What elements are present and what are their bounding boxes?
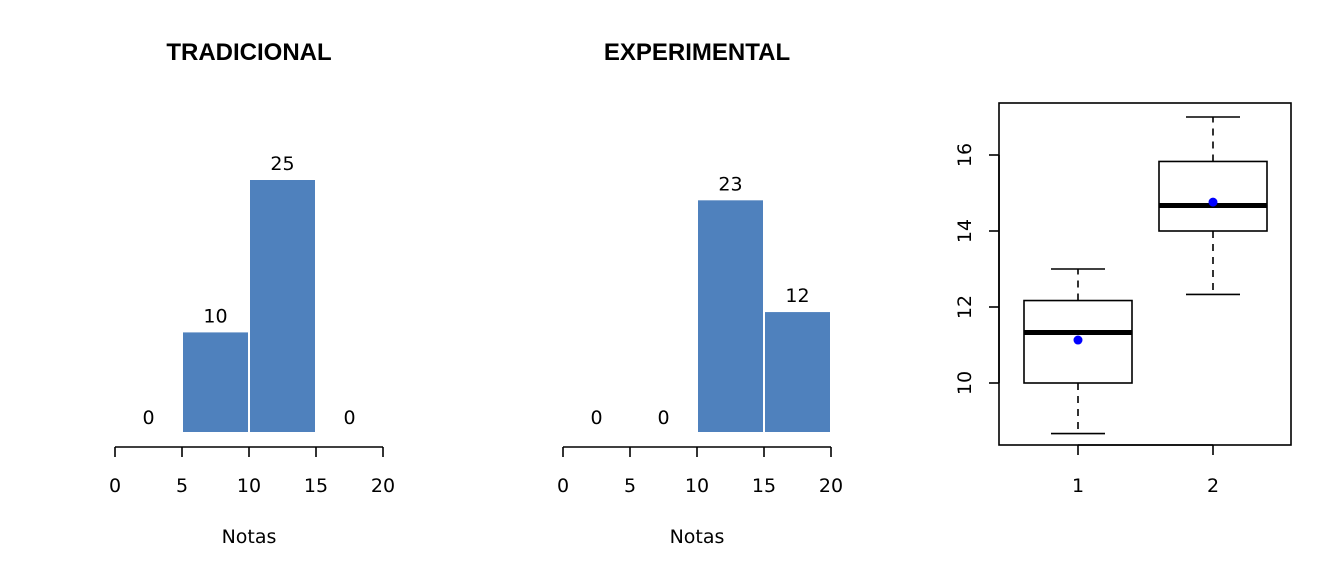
data-label: 0 (590, 407, 602, 429)
y-tick-label: 10 (954, 371, 976, 395)
x-tick-label: 20 (371, 475, 395, 497)
x-tick-label: 15 (304, 475, 328, 497)
data-label: 0 (657, 407, 669, 429)
chart-title: EXPERIMENTAL (604, 39, 790, 66)
y-axis: 10 12 14 16 (954, 143, 1000, 395)
data-label: 10 (203, 305, 227, 327)
data-label: 25 (270, 153, 294, 175)
histogram-experimental: EXPERIMENTAL 0 0 23 12 0 5 10 15 20 Notas (557, 39, 843, 548)
plot-frame (998, 102, 1292, 446)
x-tick-label: 10 (685, 475, 709, 497)
x-axis: 0 5 10 15 20 (557, 446, 843, 497)
y-tick-label: 12 (954, 295, 976, 319)
x-tick-label: 10 (237, 475, 261, 497)
box (1158, 160, 1268, 232)
bars: 0 10 25 0 (142, 153, 356, 434)
x-tick-label: 5 (624, 475, 636, 497)
x-tick-label: 5 (176, 475, 188, 497)
y-tick-label: 16 (954, 143, 976, 167)
histogram-tradicional: TRADICIONAL 0 10 25 0 0 5 10 15 20 Notas (109, 39, 395, 548)
mean-point (1208, 197, 1218, 207)
chart-title: TRADICIONAL (166, 39, 331, 66)
x-tick-label: 20 (819, 475, 843, 497)
data-label: 23 (718, 173, 742, 195)
data-label: 12 (785, 285, 809, 307)
boxes (1023, 116, 1268, 435)
x-tick-label: 1 (1072, 475, 1084, 497)
bar (248, 178, 317, 434)
x-tick-label: 15 (752, 475, 776, 497)
bar (696, 198, 765, 434)
x-tick-label: 2 (1207, 475, 1219, 497)
data-label: 0 (142, 407, 154, 429)
x-axis-label: Notas (670, 526, 725, 548)
bar (763, 310, 832, 434)
bar (181, 330, 250, 434)
mean-point (1073, 335, 1083, 345)
data-label: 0 (343, 407, 355, 429)
y-tick-label: 14 (954, 219, 976, 243)
x-axis-label: Notas (222, 526, 277, 548)
x-tick-label: 0 (557, 475, 569, 497)
x-axis: 0 5 10 15 20 (109, 446, 395, 497)
bars: 0 0 23 12 (590, 173, 832, 434)
x-tick-label: 0 (109, 475, 121, 497)
